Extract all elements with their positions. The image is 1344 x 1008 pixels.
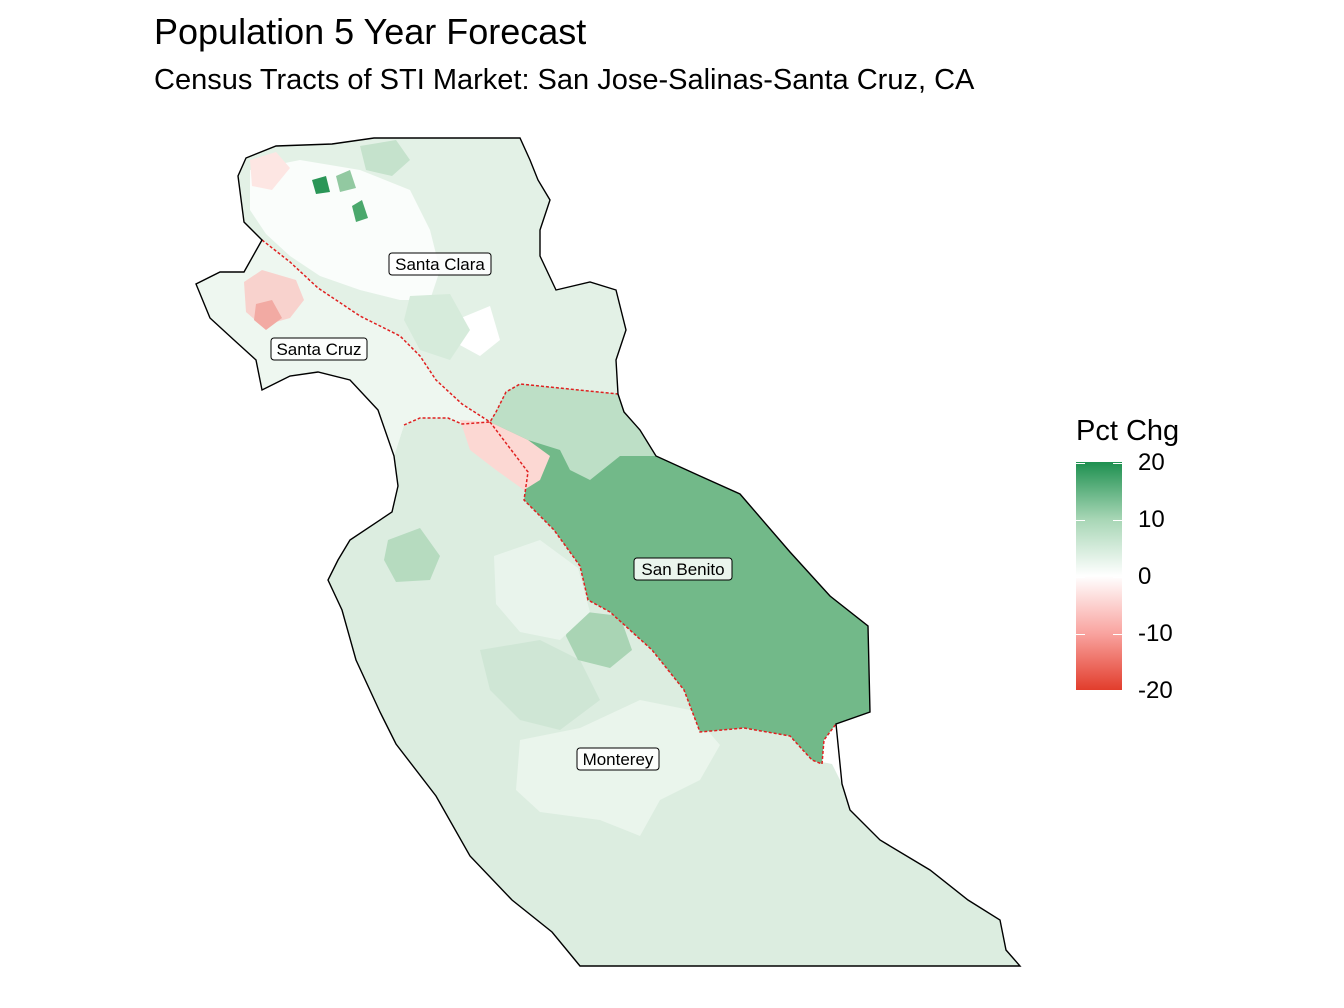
tract-santa-clara-growth-2 [352,200,368,222]
county-label-san-benito: San Benito [633,557,733,581]
svg-text:San Benito: San Benito [641,560,724,579]
legend-tick-mark [1076,577,1122,578]
county-border-line [489,421,837,766]
legend-color-bar [1076,462,1122,690]
tract-san-benito-north [490,384,656,480]
tract-santa-clara-white [456,306,500,356]
legend-tick-label: 20 [1138,449,1165,476]
svg-text:Monterey: Monterey [583,750,654,769]
chart-title: Population 5 Year Forecast [154,11,587,52]
tract-monterey-central [480,640,600,730]
tract-san-benito-decline [460,420,550,490]
legend-tick-mark [1076,634,1122,635]
tract-monterey-north [494,540,590,640]
legend-tick-mark [1076,463,1122,464]
county-label-santa-clara: Santa Clara [388,252,492,276]
tract-monterey-coast [384,528,440,582]
region-outline [195,137,1022,967]
svg-text:Santa Clara: Santa Clara [395,255,485,274]
county-label-santa-cruz: Santa Cruz [270,337,368,361]
tract-santa-clara-growth-1 [312,176,330,194]
legend-title: Pct Chg [1076,415,1180,447]
tract-monterey-mid [566,610,632,668]
legend-tick-mark [1076,690,1122,691]
tract-santa-clara-east [360,140,410,176]
tract-santa-cruz-decline-strong [254,300,282,330]
legend-tick-label: -20 [1138,677,1173,704]
county-label-monterey: Monterey [576,747,660,771]
chart-subtitle: Census Tracts of STI Market: San Jose-Sa… [154,64,975,96]
legend-tick-label: 0 [1138,563,1152,590]
legend-tick-label: -10 [1138,620,1173,647]
legend-tick-mark [1076,520,1122,521]
legend-tick-label: 10 [1138,506,1165,533]
svg-text:Santa Cruz: Santa Cruz [276,340,361,359]
tract-santa-clara-south [404,294,470,360]
county-border-line [403,383,619,426]
tract-santa-clara-growth-3 [336,170,356,192]
tract-santa-clara-decline [250,152,290,190]
